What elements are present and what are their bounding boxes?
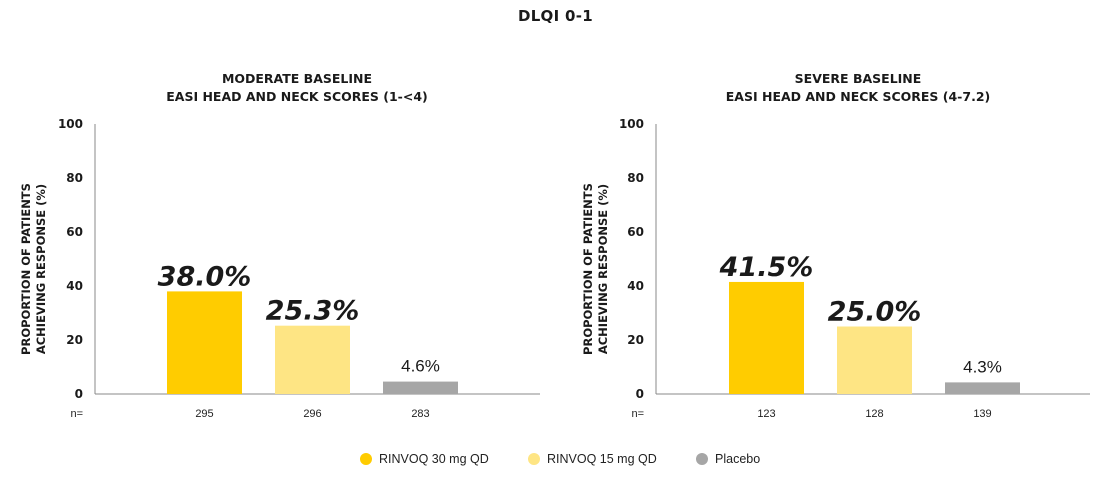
n-value-moderate-15mg: 296: [303, 408, 321, 420]
y-tick-label: 20: [627, 333, 644, 347]
y-tick-label: 60: [627, 225, 644, 239]
chart-title-moderate-line2: EASI HEAD AND NECK SCORES (1-<4): [166, 89, 428, 104]
legend-label-30mg: RINVOQ 30 mg QD: [379, 452, 489, 466]
y-tick-label: 60: [66, 225, 83, 239]
n-label-moderate: n=: [70, 408, 83, 420]
legend: RINVOQ 30 mg QD RINVOQ 15 mg QD Placebo: [0, 452, 1111, 472]
chart-title-severe: SEVERE BASELINE EASI HEAD AND NECK SCORE…: [726, 70, 990, 106]
y-tick-label: 0: [75, 387, 83, 401]
bar-severe-15mg: [837, 326, 912, 394]
n-value-severe-30mg: 123: [757, 408, 775, 420]
legend-label-placebo: Placebo: [715, 452, 761, 466]
y-tick-label: 40: [627, 279, 644, 293]
y-tick-label: 20: [66, 333, 83, 347]
n-value-moderate-30mg: 295: [195, 408, 213, 420]
legend-item-placebo: Placebo: [696, 452, 760, 466]
chart-title-moderate-line1: MODERATE BASELINE: [221, 71, 373, 86]
legend-item-15mg: RINVOQ 15 mg QD: [528, 452, 657, 466]
value-label-moderate-placebo: 4.6%: [401, 357, 440, 376]
y-tick-label: 100: [619, 117, 644, 131]
chart-title-moderate: MODERATE BASELINE EASI HEAD AND NECK SCO…: [166, 70, 428, 106]
value-label-severe-30mg: 41.5%: [719, 252, 814, 283]
y-tick-label: 0: [636, 387, 644, 401]
value-label-severe-placebo: 4.3%: [963, 357, 1002, 376]
y-tick-label: 80: [66, 171, 83, 185]
bar-severe-placebo: [945, 382, 1020, 394]
n-label-severe: n=: [631, 408, 644, 420]
y-tick-label: 100: [58, 117, 83, 131]
bar-moderate-placebo: [383, 381, 458, 394]
legend-swatch-placebo: [696, 453, 708, 465]
n-value-severe-15mg: 128: [865, 408, 883, 420]
legend-item-30mg: RINVOQ 30 mg QD: [360, 452, 489, 466]
bar-severe-30mg: [729, 281, 804, 394]
n-value-severe-placebo: 139: [973, 408, 991, 420]
y-axis-label-line: ACHIEVING RESPONSE (%): [34, 184, 48, 354]
value-label-moderate-30mg: 38.0%: [158, 261, 252, 292]
main-title: DLQI 0-1: [517, 7, 594, 25]
y-axis-label-line: PROPORTION OF PATIENTS: [581, 183, 595, 355]
bar-moderate-30mg: [167, 291, 242, 394]
legend-label-15mg: RINVOQ 15 mg QD: [547, 452, 657, 466]
value-label-moderate-15mg: 25.3%: [266, 296, 360, 327]
legend-swatch-30mg: [360, 453, 372, 465]
value-label-severe-15mg: 25.0%: [828, 297, 922, 328]
chart-title-severe-line1: SEVERE BASELINE: [794, 71, 922, 86]
chart-title-severe-line2: EASI HEAD AND NECK SCORES (4-7.2): [725, 89, 991, 104]
y-tick-label: 40: [66, 279, 83, 293]
y-axis-label-line: PROPORTION OF PATIENTS: [19, 183, 33, 355]
y-tick-label: 80: [627, 171, 644, 185]
bar-moderate-15mg: [275, 325, 350, 394]
legend-swatch-15mg: [528, 453, 540, 465]
y-axis-label-line: ACHIEVING RESPONSE (%): [596, 184, 610, 354]
n-value-moderate-placebo: 283: [411, 408, 429, 420]
